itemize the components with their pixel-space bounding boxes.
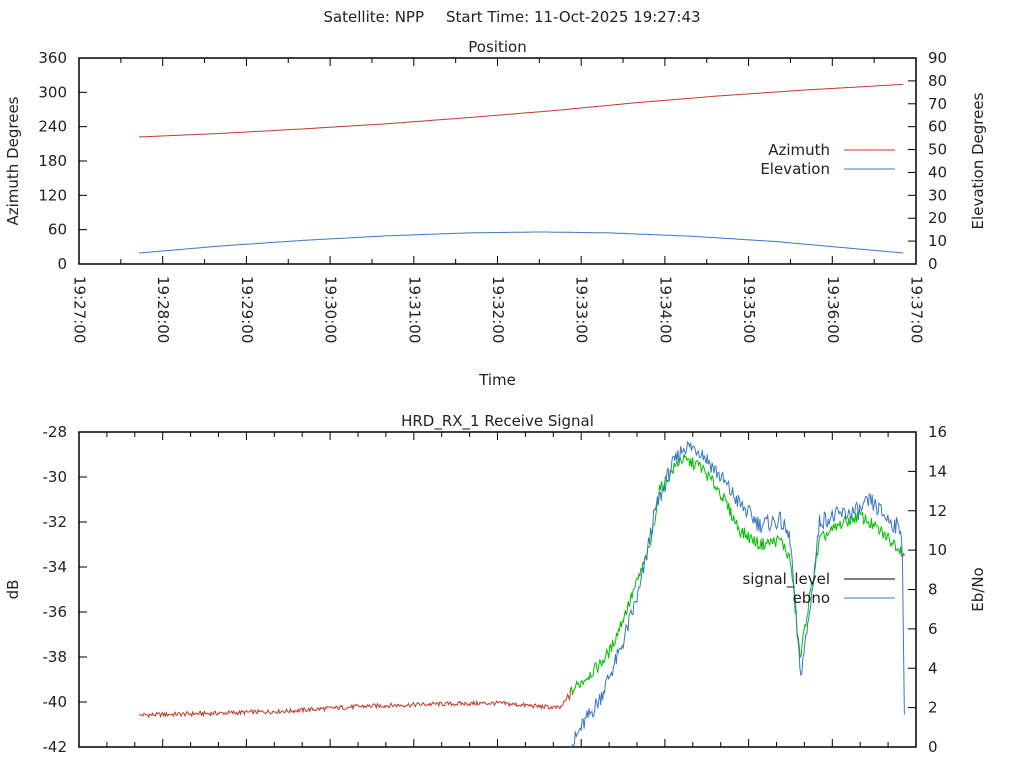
y2-tick-label: 0 [928, 255, 938, 273]
y-axis-label: Azimuth Degrees [4, 96, 22, 225]
y2-tick-label: 0 [928, 738, 938, 756]
y2-tick-label: 16 [928, 423, 947, 441]
y-tick-label: -30 [43, 468, 68, 486]
y-axis-label: dB [4, 580, 22, 600]
y2-tick-label: 40 [928, 163, 947, 181]
satellite-label: Satellite: NPP [323, 8, 424, 26]
x-tick-label: 19:30:00 [322, 276, 340, 343]
x-tick-label: 19:33:00 [573, 276, 591, 343]
y2-tick-label: 8 [928, 581, 938, 599]
x-tick-label: 19:28:00 [154, 276, 172, 343]
x-tick-label: 19:32:00 [489, 276, 507, 343]
y-tick-label: 360 [38, 49, 67, 67]
y2-tick-label: 10 [928, 541, 947, 559]
y2-tick-label: 6 [928, 620, 938, 638]
y2-axis-label: Elevation Degrees [969, 92, 987, 229]
y-tick-label: -38 [43, 648, 68, 666]
y2-tick-label: 20 [928, 209, 947, 227]
y2-axis-label: Eb/No [969, 567, 987, 611]
plot-title: Position [468, 38, 526, 56]
y2-tick-label: 14 [928, 462, 947, 480]
plot-title: HRD_RX_1 Receive Signal [401, 412, 594, 431]
y-tick-label: 300 [38, 83, 67, 101]
y2-tick-label: 90 [928, 49, 947, 67]
y-tick-label: 120 [38, 186, 67, 204]
y2-tick-label: 80 [928, 72, 947, 90]
signal-level-line [570, 454, 903, 695]
x-tick-label: 19:29:00 [238, 276, 256, 343]
x-tick-label: 19:31:00 [405, 276, 423, 343]
x-tick-label: 19:35:00 [740, 276, 758, 343]
x-tick-label: 19:27:00 [71, 276, 89, 343]
y-tick-label: -42 [43, 738, 68, 756]
legend-label: signal_level [742, 570, 830, 589]
y2-tick-label: 30 [928, 186, 947, 204]
Azimuth-line [138, 83, 904, 138]
y2-tick-label: 12 [928, 502, 947, 520]
y2-tick-label: 4 [928, 659, 938, 677]
y-tick-label: -28 [43, 423, 68, 441]
legend-label: Azimuth [768, 141, 830, 159]
start-time-label: Start Time: 11-Oct-2025 19:27:43 [446, 8, 701, 26]
y-tick-label: -34 [43, 558, 68, 576]
ebno-line [570, 441, 905, 747]
Elevation-line [138, 231, 904, 254]
receive-signal-plot: HRD_RX_1 Receive Signal -42 -40 -38 -36 -34 -3… [4, 412, 987, 756]
y-tick-label: 240 [38, 118, 67, 136]
x-tick-label: 19:36:00 [824, 276, 842, 343]
y-tick-label: -40 [43, 693, 68, 711]
plot-frame [78, 431, 917, 748]
legend-label: Elevation [760, 160, 830, 178]
series-group [139, 441, 906, 747]
position-plot: Position 19:27:00 19:28:00 19:29:00 19:30:00… [4, 38, 987, 389]
y2-tick-label: 50 [928, 141, 947, 159]
series-group [138, 83, 904, 254]
y2-tick-label: 70 [928, 95, 947, 113]
x-axis-label: Time [478, 371, 516, 389]
y-tick-label: 180 [38, 152, 67, 170]
y2-tick-label: 10 [928, 232, 947, 250]
y-tick-label: -32 [43, 513, 68, 531]
legend-label: ebno [793, 589, 830, 607]
y-tick-label: 0 [57, 255, 67, 273]
signal-level-line [139, 688, 572, 719]
y-tick-label: 60 [48, 221, 67, 239]
x-tick-label: 19:37:00 [908, 276, 926, 343]
y2-tick-label: 2 [928, 699, 938, 717]
y2-tick-label: 60 [928, 118, 947, 136]
y-tick-label: -36 [43, 603, 68, 621]
x-tick-label: 19:34:00 [656, 276, 674, 343]
header-title: Satellite: NPP Start Time: 11-Oct-2025 19… [323, 8, 700, 26]
